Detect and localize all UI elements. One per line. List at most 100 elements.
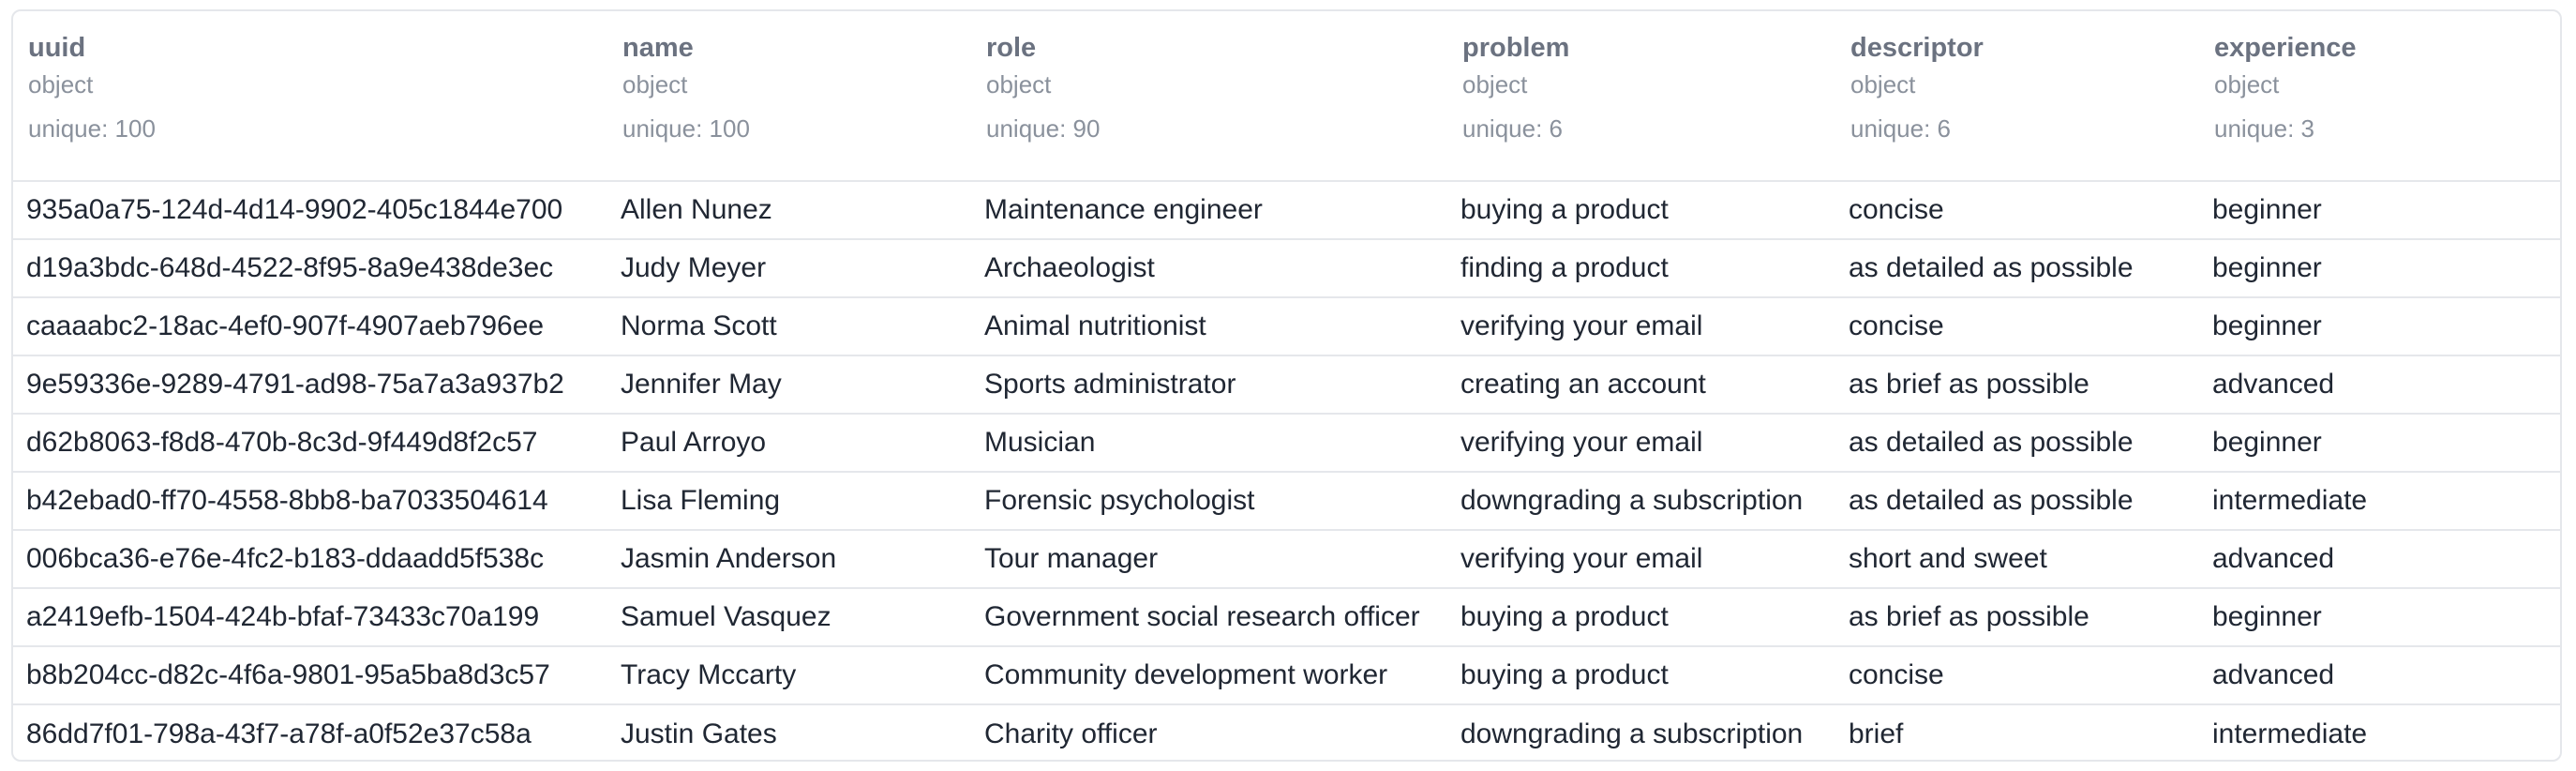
cell-descriptor: concise <box>1835 297 2199 356</box>
column-name: name <box>622 33 694 63</box>
header-row: uuid object unique: 100 name object unique: 100… <box>13 11 2560 182</box>
column-unique-count: unique: 3 <box>2214 114 2560 144</box>
cell-name: Justin Gates <box>621 718 777 749</box>
table-row[interactable]: 86dd7f01-798a-43f7-a78f-a0f52e37c58a Just… <box>13 704 2560 760</box>
cell-descriptor: brief <box>1849 718 1904 749</box>
unique-value: 90 <box>1072 113 1101 143</box>
cell-descriptor: as detailed as possible <box>1835 239 2199 298</box>
cell-descriptor: short and sweet <box>1835 530 2199 589</box>
cell-problem: downgrading a subscription <box>1460 718 1804 749</box>
cell-problem: buying a product <box>1447 588 1835 647</box>
cell-name: Jennifer May <box>607 355 971 415</box>
cell-uuid: 86dd7f01-798a-43f7-a78f-a0f52e37c58a <box>26 718 532 749</box>
cell-role: Archaeologist <box>971 239 1447 298</box>
cell-uuid: 006bca36-e76e-4fc2-b183-ddaadd5f538c <box>13 530 607 589</box>
column-unique-count: unique: 100 <box>28 114 607 144</box>
table-row[interactable]: b42ebad0-ff70-4558-8bb8-ba7033504614 Lisa… <box>13 472 2560 531</box>
cell-role: Musician <box>971 414 1447 473</box>
column-name: uuid <box>28 33 86 63</box>
data-table: uuid object unique: 100 name object unique: 100… <box>13 11 2560 760</box>
column-header-uuid[interactable]: uuid object unique: 100 <box>13 11 607 182</box>
cell-uuid: a2419efb-1504-424b-bfaf-73433c70a199 <box>13 588 607 647</box>
cell-name: Tracy Mccarty <box>607 646 971 705</box>
unique-label: unique: <box>622 113 703 143</box>
cell-experience: beginner <box>2199 414 2560 473</box>
cell-experience: beginner <box>2199 588 2560 647</box>
cell-experience: beginner <box>2199 239 2560 298</box>
column-header-experience[interactable]: experience object unique: 3 <box>2199 11 2560 182</box>
cell-role: Forensic psychologist <box>971 472 1447 531</box>
cell-experience: advanced <box>2199 646 2560 705</box>
cell-problem: finding a product <box>1447 239 1835 298</box>
table-row[interactable]: d62b8063-f8d8-470b-8c3d-9f449d8f2c57 Paul… <box>13 414 2560 473</box>
unique-label: unique: <box>1850 113 1931 143</box>
cell-uuid: b42ebad0-ff70-4558-8bb8-ba7033504614 <box>13 472 607 531</box>
column-unique-count: unique: 90 <box>986 114 1447 144</box>
cell-role: Government social research officer <box>971 588 1447 647</box>
cell-descriptor: as detailed as possible <box>1835 414 2199 473</box>
table-row[interactable]: a2419efb-1504-424b-bfaf-73433c70a199 Samu… <box>13 588 2560 647</box>
cell-role: Maintenance engineer <box>971 181 1447 240</box>
cell-role: Tour manager <box>971 530 1447 589</box>
table-row[interactable]: b8b204cc-d82c-4f6a-9801-95a5ba8d3c57 Trac… <box>13 646 2560 705</box>
column-dtype: object <box>28 69 94 98</box>
cell-descriptor: as brief as possible <box>1835 588 2199 647</box>
cell-uuid: b8b204cc-d82c-4f6a-9801-95a5ba8d3c57 <box>13 646 607 705</box>
table-row[interactable]: d19a3bdc-648d-4522-8f95-8a9e438de3ec Judy… <box>13 239 2560 298</box>
cell-name: Allen Nunez <box>607 181 971 240</box>
cell-problem: verifying your email <box>1447 530 1835 589</box>
cell-uuid: 9e59336e-9289-4791-ad98-75a7a3a937b2 <box>13 355 607 415</box>
cell-name: Judy Meyer <box>607 239 971 298</box>
table-row[interactable]: caaaabc2-18ac-4ef0-907f-4907aeb796ee Norm… <box>13 297 2560 356</box>
column-unique-count: unique: 6 <box>1462 114 1835 144</box>
column-name: descriptor <box>1850 33 1984 63</box>
cell-descriptor: concise <box>1835 646 2199 705</box>
cell-uuid: d62b8063-f8d8-470b-8c3d-9f449d8f2c57 <box>13 414 607 473</box>
table-row[interactable]: 006bca36-e76e-4fc2-b183-ddaadd5f538c Jasm… <box>13 530 2560 589</box>
table-row[interactable]: 935a0a75-124d-4d14-9902-405c1844e700 Alle… <box>13 181 2560 240</box>
cell-problem: creating an account <box>1447 355 1835 415</box>
column-header-problem[interactable]: problem object unique: 6 <box>1447 11 1835 182</box>
cell-uuid: d19a3bdc-648d-4522-8f95-8a9e438de3ec <box>13 239 607 298</box>
column-header-name[interactable]: name object unique: 100 <box>607 11 971 182</box>
column-dtype: object <box>1850 69 1916 98</box>
unique-label: unique: <box>1462 113 1543 143</box>
cell-experience: intermediate <box>2199 472 2560 531</box>
column-dtype: object <box>986 69 1052 98</box>
cell-descriptor: concise <box>1835 181 2199 240</box>
column-dtype: object <box>1462 69 1528 98</box>
column-header-descriptor[interactable]: descriptor object unique: 6 <box>1835 11 2199 182</box>
cell-name: Samuel Vasquez <box>607 588 971 647</box>
cell-problem: verifying your email <box>1447 414 1835 473</box>
cell-descriptor: as detailed as possible <box>1835 472 2199 531</box>
cell-problem: downgrading a subscription <box>1447 472 1835 531</box>
unique-value: 100 <box>709 113 750 143</box>
unique-value: 6 <box>1937 113 1952 143</box>
column-unique-count: unique: 100 <box>622 114 971 144</box>
table-row[interactable]: 9e59336e-9289-4791-ad98-75a7a3a937b2 Jenn… <box>13 355 2560 415</box>
table-header: uuid object unique: 100 name object unique: 100… <box>13 11 2560 182</box>
unique-value: 100 <box>114 113 156 143</box>
cell-uuid: caaaabc2-18ac-4ef0-907f-4907aeb796ee <box>13 297 607 356</box>
cell-uuid: 935a0a75-124d-4d14-9902-405c1844e700 <box>13 181 607 240</box>
column-dtype: object <box>622 69 688 98</box>
unique-value: 3 <box>2300 113 2315 143</box>
cell-experience: beginner <box>2199 181 2560 240</box>
column-name: problem <box>1462 33 1570 63</box>
cell-name: Lisa Fleming <box>607 472 971 531</box>
cell-role: Community development worker <box>971 646 1447 705</box>
unique-label: unique: <box>2214 113 2295 143</box>
cell-name: Jasmin Anderson <box>607 530 971 589</box>
cell-name: Norma Scott <box>607 297 971 356</box>
cell-problem: verifying your email <box>1447 297 1835 356</box>
column-header-role[interactable]: role object unique: 90 <box>971 11 1447 182</box>
unique-label: unique: <box>28 113 109 143</box>
cell-role: Animal nutritionist <box>971 297 1447 356</box>
column-dtype: object <box>2214 69 2280 98</box>
cell-role: Charity officer <box>984 718 1158 749</box>
column-name: experience <box>2214 33 2357 63</box>
cell-experience: advanced <box>2199 355 2560 415</box>
column-name: role <box>986 33 1037 63</box>
data-table-frame: uuid object unique: 100 name object unique: 100… <box>11 9 2562 762</box>
cell-role: Sports administrator <box>971 355 1447 415</box>
